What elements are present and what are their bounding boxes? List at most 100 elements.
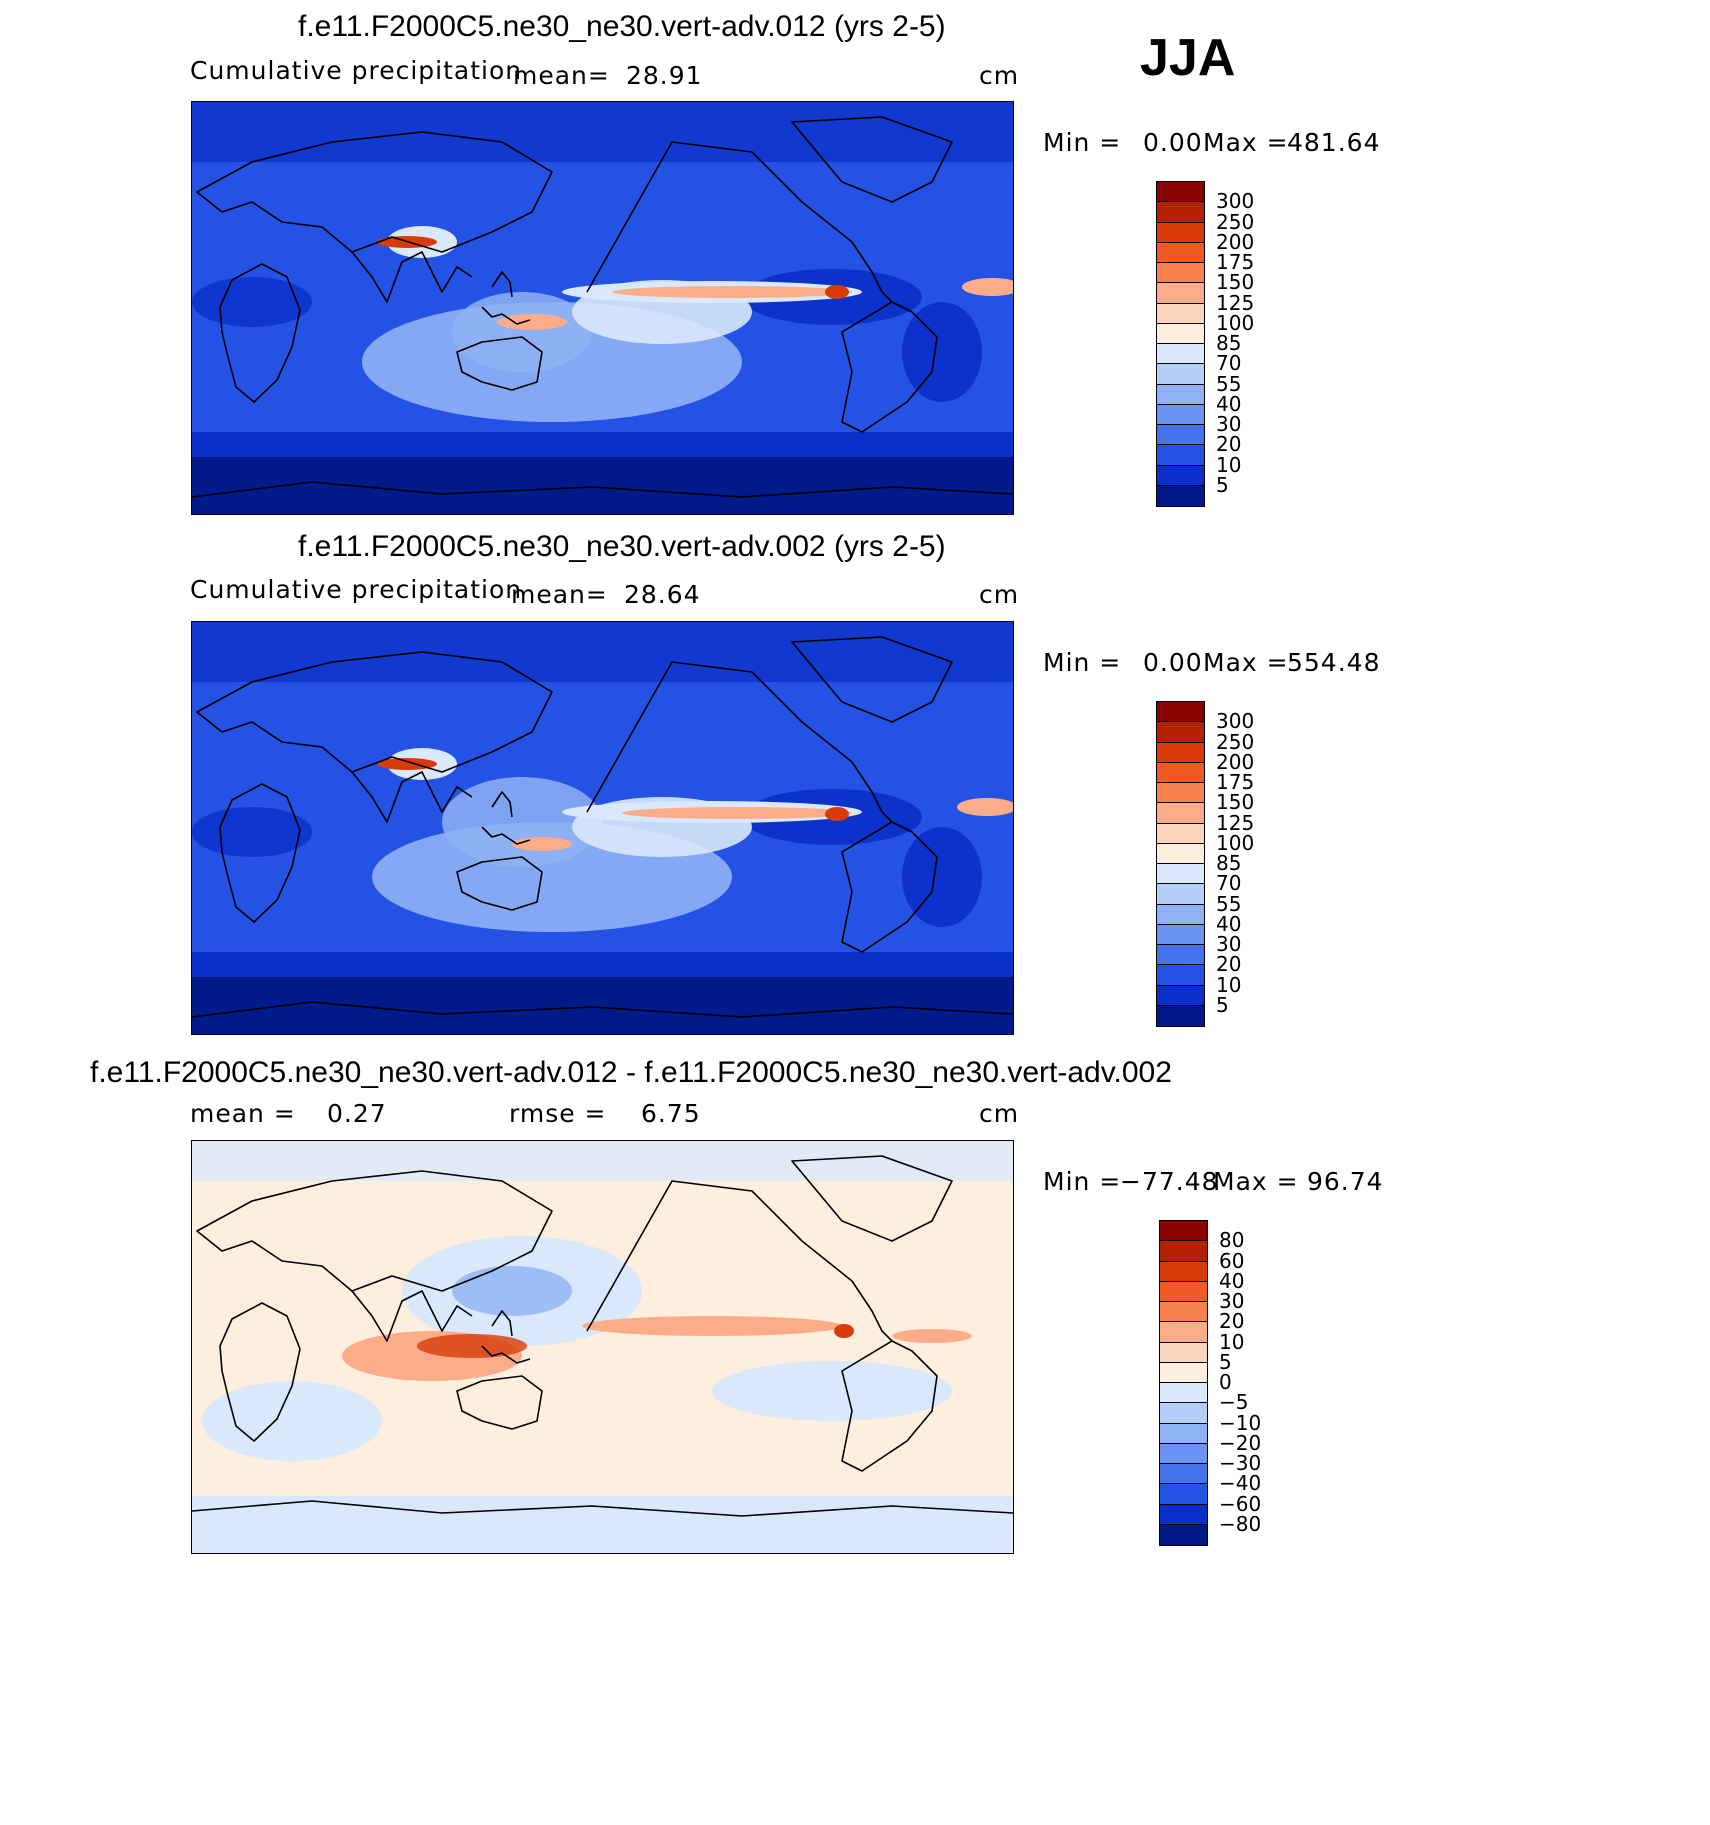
map-blob — [962, 278, 1013, 296]
colorbar-tick-label: 100 — [1216, 310, 1255, 335]
map-band — [192, 1496, 1013, 1553]
panel-3-rmse-label: rmse = — [509, 1099, 607, 1128]
map-blob — [452, 1266, 572, 1316]
map-blob — [582, 1316, 842, 1336]
colorbar-tick-label: 70 — [1216, 871, 1242, 896]
colorbar-tick-label: 200 — [1216, 749, 1255, 774]
colorbar-tick-label: 5 — [1216, 992, 1229, 1017]
panel-2-mean-value: 28.64 — [624, 580, 701, 609]
colorbar-box — [1157, 222, 1204, 243]
colorbar-tick-label: −40 — [1219, 1471, 1262, 1496]
colorbar-tick-label: 250 — [1216, 729, 1255, 754]
colorbar-tick-label: 20 — [1219, 1309, 1245, 1334]
colorbar-box — [1160, 1484, 1207, 1505]
map-ocean — [192, 1141, 1013, 1553]
colorbar-box — [1157, 485, 1204, 506]
colorbar-tick-label: 60 — [1219, 1248, 1245, 1273]
panel-2-min-label: Min = — [1043, 648, 1122, 677]
panel-1-min-value: 0.00 — [1143, 128, 1203, 157]
map-blob — [957, 798, 1013, 816]
colorbar-tick-label: 30 — [1219, 1289, 1245, 1313]
map-blob — [192, 277, 312, 327]
colorbar-box — [1157, 783, 1204, 804]
panel-1-precip-map — [191, 101, 1014, 515]
colorbar-box — [1157, 985, 1204, 1006]
panel-2-max-value: 554.48 — [1287, 648, 1381, 677]
panel-2-title: f.e11.F2000C5.ne30_ne30.vert-adv.002 (yr… — [298, 530, 946, 563]
colorbar-tick-label: 30 — [1216, 932, 1242, 956]
panel-1-title: f.e11.F2000C5.ne30_ne30.vert-adv.012 (yr… — [298, 10, 946, 43]
colorbar-box — [1157, 263, 1204, 284]
colorbar-box — [1157, 884, 1204, 905]
map-blob — [834, 1324, 854, 1338]
colorbar-tick-label: 300 — [1216, 189, 1255, 214]
colorbar-tick-label: 175 — [1216, 770, 1255, 794]
colorbar-box — [1160, 1221, 1207, 1242]
panel-1-min-label: Min = — [1043, 128, 1122, 157]
colorbar-tick-label: 10 — [1216, 972, 1242, 997]
colorbar-tick-label: 30 — [1216, 412, 1242, 436]
panel-2-min-value: 0.00 — [1143, 648, 1203, 677]
colorbar-tick-label: 200 — [1216, 229, 1255, 254]
colorbar-tick-label: 10 — [1216, 452, 1242, 477]
map-blob — [712, 1361, 952, 1421]
colorbar-box — [1157, 965, 1204, 986]
colorbar-box — [1160, 1403, 1207, 1424]
map-blob — [377, 758, 437, 770]
colorbar-box — [1160, 1504, 1207, 1525]
colorbar-box — [1157, 823, 1204, 844]
colorbar-box — [1157, 843, 1204, 864]
panel-2-mean-label: mean= — [511, 580, 608, 609]
panel-3-rmse-value: 6.75 — [641, 1099, 701, 1128]
map-band — [192, 977, 1013, 1034]
map-blob — [892, 1329, 972, 1343]
panel-1-max-label: Max = — [1203, 128, 1289, 157]
colorbar-tick-label: 0 — [1219, 1370, 1232, 1394]
colorbar-box — [1160, 1302, 1207, 1323]
colorbar-box — [1157, 323, 1204, 344]
colorbar-tick-label: 10 — [1219, 1329, 1245, 1354]
panel-1-mean-value: 28.91 — [626, 61, 703, 90]
map-blob — [417, 1334, 527, 1358]
colorbar-box — [1157, 742, 1204, 763]
colorbar-tick-label: 300 — [1216, 709, 1255, 734]
colorbar-tick-label: −10 — [1219, 1410, 1262, 1435]
colorbar-tick-label: 150 — [1216, 270, 1255, 295]
colorbar-box — [1157, 384, 1204, 405]
panel-3-colorbar — [1159, 1220, 1208, 1546]
colorbar-box — [1157, 702, 1204, 723]
panel-1-units: cm — [979, 61, 1020, 90]
colorbar-tick-label: 70 — [1216, 351, 1242, 376]
colorbar-box — [1157, 344, 1204, 365]
colorbar-box — [1160, 1261, 1207, 1282]
colorbar-box — [1160, 1281, 1207, 1302]
colorbar-box — [1157, 404, 1204, 425]
colorbar-box — [1157, 864, 1204, 885]
colorbar-box — [1157, 722, 1204, 743]
colorbar-tick-label: 5 — [1219, 1349, 1232, 1374]
panel-1-variable: Cumulative precipitation — [190, 56, 523, 85]
colorbar-tick-label: 80 — [1219, 1228, 1245, 1253]
colorbar-tick-label: 5 — [1216, 472, 1229, 497]
colorbar-tick-label: 85 — [1216, 851, 1242, 875]
map-band — [192, 952, 1013, 977]
colorbar-box — [1157, 242, 1204, 263]
panel-2-variable: Cumulative precipitation — [190, 575, 523, 604]
map-blob — [825, 285, 849, 299]
colorbar-box — [1157, 445, 1204, 466]
colorbar-tick-label: −60 — [1219, 1491, 1262, 1516]
colorbar-tick-label: 55 — [1216, 371, 1242, 396]
map-blob — [512, 837, 572, 851]
colorbar-box — [1160, 1443, 1207, 1464]
colorbar-tick-label: −20 — [1219, 1430, 1262, 1455]
colorbar-box — [1157, 1005, 1204, 1026]
colorbar-box — [1157, 465, 1204, 486]
colorbar-box — [1160, 1322, 1207, 1343]
map-blob — [452, 292, 592, 372]
colorbar-box — [1160, 1383, 1207, 1404]
map-blob — [497, 314, 567, 330]
colorbar-box — [1160, 1362, 1207, 1383]
colorbar-box — [1157, 803, 1204, 824]
colorbar-box — [1160, 1241, 1207, 1262]
colorbar-box — [1157, 364, 1204, 385]
